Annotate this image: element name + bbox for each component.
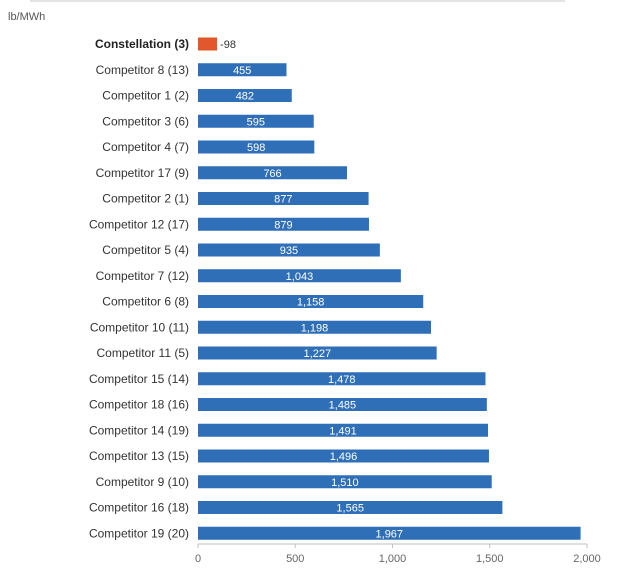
category-label: Competitor 17 (9): [96, 166, 189, 180]
category-label: Competitor 18 (16): [89, 398, 189, 412]
category-label: Competitor 15 (14): [89, 372, 189, 386]
category-label: Competitor 6 (8): [102, 295, 189, 309]
value-label: 1,496: [330, 451, 358, 463]
value-label: 879: [274, 219, 292, 231]
bar: [198, 269, 401, 283]
bar: [198, 89, 292, 102]
value-label: 1,491: [329, 425, 357, 437]
value-label: 1,565: [336, 503, 364, 515]
category-label: Competitor 11 (5): [97, 346, 189, 360]
value-label: 595: [247, 116, 265, 128]
bar: [198, 501, 503, 514]
value-label: 1,198: [301, 322, 329, 334]
bar: [198, 372, 486, 386]
category-label: Competitor 8 (13): [96, 63, 189, 77]
category-label: Competitor 2 (1): [102, 192, 189, 206]
category-label: Competitor 16 (18): [89, 501, 189, 515]
unit-label: lb/MWh: [8, 11, 45, 23]
bar: [198, 475, 492, 489]
category-label: Competitor 12 (17): [89, 217, 189, 231]
x-tick-label: 500: [286, 553, 304, 565]
value-label: 455: [233, 65, 251, 77]
value-label: 935: [280, 245, 298, 257]
category-label: Competitor 13 (15): [89, 449, 189, 463]
value-label: 1,158: [297, 297, 325, 309]
category-label: Competitor 19 (20): [89, 526, 189, 540]
x-tick-label: 1,500: [476, 553, 504, 565]
x-axis: 0 500 1,000 1,500 2,000: [195, 543, 601, 565]
bar: [198, 140, 315, 154]
x-tick-label: 1,000: [379, 553, 407, 565]
category-label: Competitor 3 (6): [102, 114, 189, 128]
value-label: 766: [263, 168, 281, 180]
value-label: 877: [274, 194, 292, 206]
bars-layer: Constellation (3) -98 Competitor 8 (13) 455…: [89, 37, 581, 540]
value-label: 1,478: [328, 374, 356, 386]
value-label: 482: [236, 91, 254, 103]
category-label: Competitor 10 (11): [90, 320, 189, 334]
bar: [198, 526, 581, 540]
bar: [198, 166, 347, 180]
value-label: 1,967: [376, 528, 404, 540]
category-label: Competitor 1 (2): [102, 89, 189, 103]
x-tick-label: 0: [195, 553, 201, 565]
value-label: 598: [247, 142, 265, 154]
value-label: 1,043: [286, 271, 314, 283]
bar: [198, 398, 487, 411]
bar: [198, 320, 432, 334]
x-tick-label: 2,000: [573, 553, 601, 565]
bar: [198, 192, 369, 205]
bar: [198, 217, 369, 231]
bar: [198, 423, 488, 437]
highlight-bar: [198, 37, 218, 51]
category-label: Competitor 4 (7): [102, 140, 189, 154]
value-label: 1,510: [331, 477, 359, 489]
category-label: Competitor 14 (19): [89, 423, 189, 437]
bar: [198, 295, 424, 308]
bar: [198, 449, 489, 463]
value-label: -98: [220, 39, 236, 51]
category-label: Competitor 7 (12): [96, 269, 189, 283]
bar: [198, 346, 437, 360]
bar: [198, 63, 287, 77]
value-label: 1,227: [304, 348, 332, 360]
category-label: Constellation (3): [95, 37, 189, 51]
category-label: Competitor 5 (4): [102, 243, 189, 257]
category-label: Competitor 9 (10): [96, 475, 189, 489]
value-label: 1,485: [329, 400, 357, 412]
bar: [198, 114, 314, 128]
bar: [198, 243, 380, 257]
